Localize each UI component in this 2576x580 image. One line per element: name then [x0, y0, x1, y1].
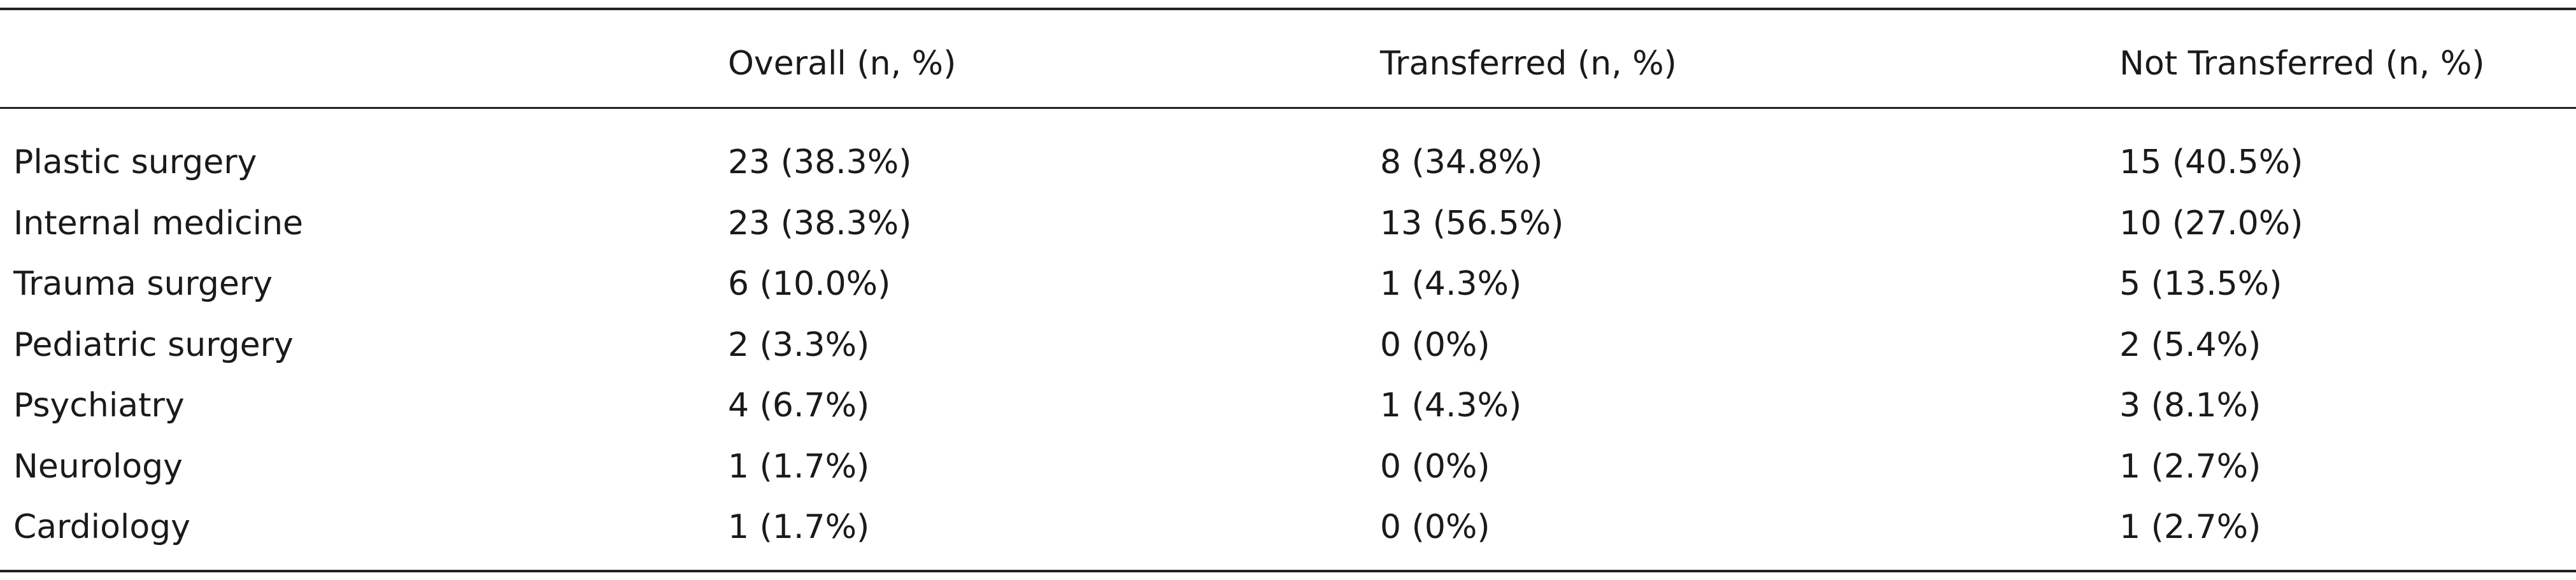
row-label: Cardiology	[13, 508, 190, 546]
row-label: Psychiatry	[13, 386, 185, 425]
table-cell: 3 (8.1%)	[2119, 386, 2261, 425]
table-cell: 1 (2.7%)	[2119, 508, 2261, 546]
table-cell: 2 (5.4%)	[2119, 325, 2261, 364]
table-cell: 1 (4.3%)	[1380, 386, 1522, 425]
bottom-rule	[0, 570, 2576, 572]
column-header: Not Transferred (n, %)	[2119, 45, 2485, 83]
top-rule	[0, 8, 2576, 10]
table-cell: 1 (1.7%)	[728, 447, 870, 486]
row-label: Trauma surgery	[13, 265, 273, 303]
table-cell: 1 (1.7%)	[728, 508, 870, 546]
table-cell: 1 (2.7%)	[2119, 447, 2261, 486]
table-cell: 15 (40.5%)	[2119, 143, 2303, 181]
table-cell: 6 (10.0%)	[728, 265, 891, 303]
row-label: Plastic surgery	[13, 143, 257, 181]
table-cell: 4 (6.7%)	[728, 386, 870, 425]
table-cell: 10 (27.0%)	[2119, 204, 2303, 243]
table-cell: 13 (56.5%)	[1380, 204, 1564, 243]
table-cell: 2 (3.3%)	[728, 325, 870, 364]
column-header: Overall (n, %)	[728, 45, 957, 83]
table-cell: 8 (34.8%)	[1380, 143, 1543, 181]
table-cell: 5 (13.5%)	[2119, 265, 2282, 303]
table-cell: 23 (38.3%)	[728, 143, 912, 181]
column-header: Transferred (n, %)	[1380, 45, 1677, 83]
table-cell: 1 (4.3%)	[1380, 265, 1522, 303]
table-cell: 0 (0%)	[1380, 508, 1490, 546]
header-rule	[0, 107, 2576, 109]
row-label: Internal medicine	[13, 204, 304, 243]
table-cell: 23 (38.3%)	[728, 204, 912, 243]
table-cell: 0 (0%)	[1380, 325, 1490, 364]
row-label: Pediatric surgery	[13, 325, 294, 364]
table-cell: 0 (0%)	[1380, 447, 1490, 486]
row-label: Neurology	[13, 447, 183, 486]
